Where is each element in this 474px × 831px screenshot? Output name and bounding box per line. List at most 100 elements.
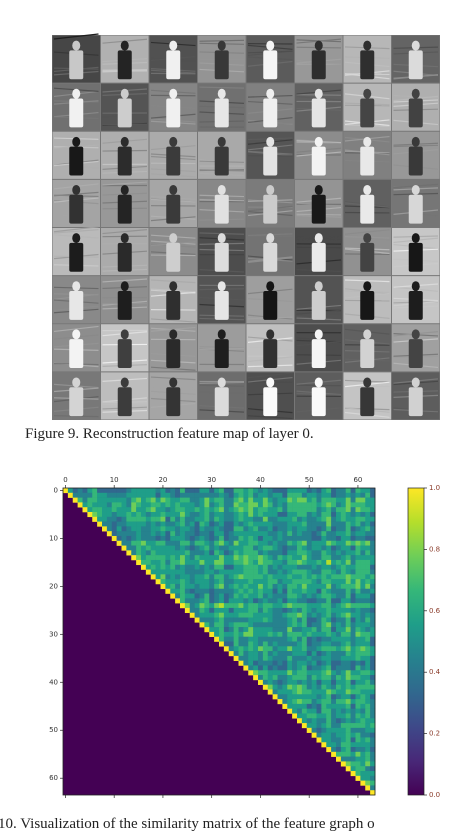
matrix-cell: [87, 488, 93, 494]
matrix-cell: [253, 631, 259, 638]
matrix-cell: [370, 737, 376, 743]
matrix-cell: [175, 531, 181, 537]
matrix-cell: [321, 516, 327, 522]
matrix-cell: [301, 612, 308, 618]
matrix-cell: [238, 631, 244, 638]
matrix-cell: [248, 612, 254, 618]
matrix-cell: [331, 559, 337, 566]
matrix-cell: [345, 713, 351, 719]
matrix-cell: [248, 488, 254, 494]
matrix-cell: [287, 636, 293, 642]
matrix-cell: [350, 727, 356, 733]
matrix-cell: [297, 699, 303, 705]
matrix-cell: [326, 713, 332, 719]
matrix-cell: [282, 641, 288, 647]
matrix-cell: [331, 564, 337, 570]
matrix-cell: [292, 641, 298, 647]
figure-head: [217, 40, 226, 51]
matrix-cell: [258, 660, 264, 666]
matrix-cell: [189, 511, 195, 518]
matrix-cell: [209, 603, 215, 609]
matrix-cell: [360, 550, 366, 556]
matrix-cell: [336, 627, 342, 633]
matrix-cell: [336, 675, 342, 681]
matrix-cell: [336, 617, 342, 623]
matrix-cell: [199, 497, 205, 503]
matrix-cell: [306, 535, 312, 542]
matrix-cell: [131, 555, 137, 561]
matrix-cell: [345, 751, 351, 757]
matrix-cell: [238, 507, 244, 513]
matrix-cell: [306, 579, 312, 585]
matrix-cell: [297, 579, 303, 585]
matrix-cell: [219, 564, 225, 570]
matrix-cell: [355, 631, 361, 638]
matrix-cell: [306, 497, 312, 503]
matrix-cell: [155, 545, 161, 551]
matrix-cell: [306, 540, 312, 546]
matrix-cell: [340, 655, 347, 661]
matrix-cell: [165, 497, 171, 503]
matrix-cell: [262, 550, 269, 556]
matrix-cell: [92, 502, 98, 508]
matrix-cell: [199, 564, 205, 570]
matrix-cell: [145, 545, 152, 551]
figure-body: [311, 387, 326, 417]
matrix-cell: [258, 655, 264, 661]
matrix-cell: [316, 660, 322, 666]
matrix-cell: [82, 507, 88, 513]
matrix-cell: [355, 641, 361, 647]
matrix-cell: [292, 526, 298, 532]
matrix-cell: [321, 502, 327, 508]
matrix-cell: [223, 583, 230, 590]
matrix-cell: [116, 521, 122, 527]
matrix-cell: [223, 579, 230, 585]
matrix-cell: [175, 598, 181, 604]
matrix-cell: [209, 516, 215, 522]
matrix-cell: [331, 617, 337, 623]
matrix-cell: [297, 569, 303, 575]
figure-head: [217, 88, 226, 99]
matrix-cell: [219, 521, 225, 527]
matrix-cell: [165, 583, 171, 590]
matrix-cell: [238, 612, 244, 618]
matrix-cell: [331, 675, 337, 681]
matrix-cell: [287, 564, 293, 570]
matrix-cell: [355, 747, 361, 753]
matrix-cell: [326, 627, 332, 633]
matrix-cell: [297, 703, 303, 709]
matrix-cell: [262, 655, 269, 661]
matrix-cell: [340, 507, 347, 513]
matrix-cell: [243, 507, 249, 513]
matrix-cell: [321, 540, 327, 546]
matrix-cell: [301, 646, 308, 652]
matrix-cell: [316, 622, 322, 628]
matrix-cell: [331, 703, 337, 709]
matrix-cell: [282, 622, 288, 628]
matrix-cell: [365, 492, 371, 498]
texture: [53, 325, 99, 333]
matrix-cell: [340, 492, 347, 498]
matrix-cell: [223, 545, 230, 551]
matrix-cell: [340, 516, 347, 522]
matrix-cell: [340, 713, 347, 719]
matrix-cell: [292, 555, 298, 561]
matrix-cell: [336, 569, 342, 575]
matrix-cell: [345, 569, 351, 575]
matrix-cell: [370, 569, 376, 575]
matrix-cell: [331, 531, 337, 537]
matrix-cell: [214, 516, 220, 522]
texture: [150, 318, 196, 323]
matrix-cell: [345, 699, 351, 705]
matrix-cell: [248, 603, 254, 609]
matrix-cell: [336, 622, 342, 628]
matrix-cell: [297, 531, 303, 537]
matrix-cell: [316, 665, 322, 671]
matrix-cell: [170, 526, 176, 532]
matrix-cell: [199, 540, 205, 546]
matrix-cell: [141, 550, 147, 556]
matrix-cell: [258, 497, 264, 503]
matrix-cell: [345, 723, 351, 729]
matrix-cell: [331, 497, 337, 503]
matrix-cell: [311, 646, 317, 652]
